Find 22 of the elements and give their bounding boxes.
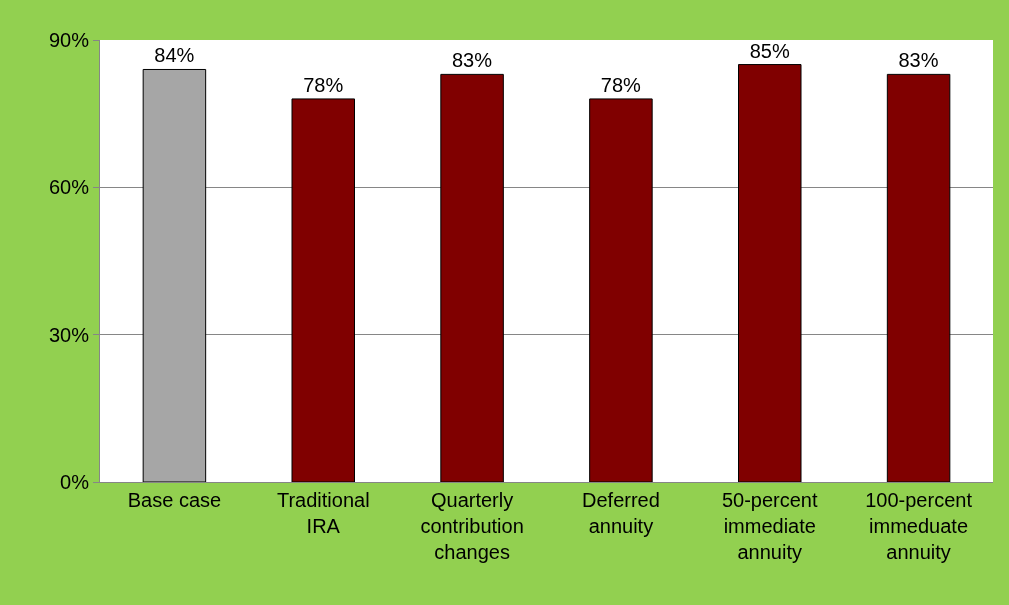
data-label: 83% — [898, 49, 939, 72]
bar — [738, 64, 802, 482]
data-label: 83% — [451, 49, 493, 72]
x-tick-label: Deferred annuity — [582, 489, 660, 537]
bar — [886, 73, 951, 482]
bar — [440, 73, 504, 482]
x-tick-label: Traditional IRA — [276, 489, 370, 537]
bar — [589, 98, 653, 482]
y-tick-label: 30% — [48, 323, 90, 346]
x-tick-label: 100-percent immeduate annuity — [865, 489, 973, 563]
y-tick-label: 60% — [48, 176, 90, 199]
y-tick-label: 90% — [48, 29, 90, 51]
data-label: 85% — [749, 39, 790, 62]
y-tick-label: 0% — [60, 471, 90, 493]
x-tick-label: Quarterly contribution changes — [420, 489, 524, 563]
data-label: 78% — [303, 73, 344, 96]
x-tick-label: 50-percent immediate annuity — [721, 489, 818, 563]
bar — [291, 98, 356, 482]
data-label: 84% — [154, 44, 195, 67]
data-label: 78% — [600, 73, 642, 96]
x-tick-label: Base case — [127, 489, 222, 511]
bar — [142, 68, 207, 482]
